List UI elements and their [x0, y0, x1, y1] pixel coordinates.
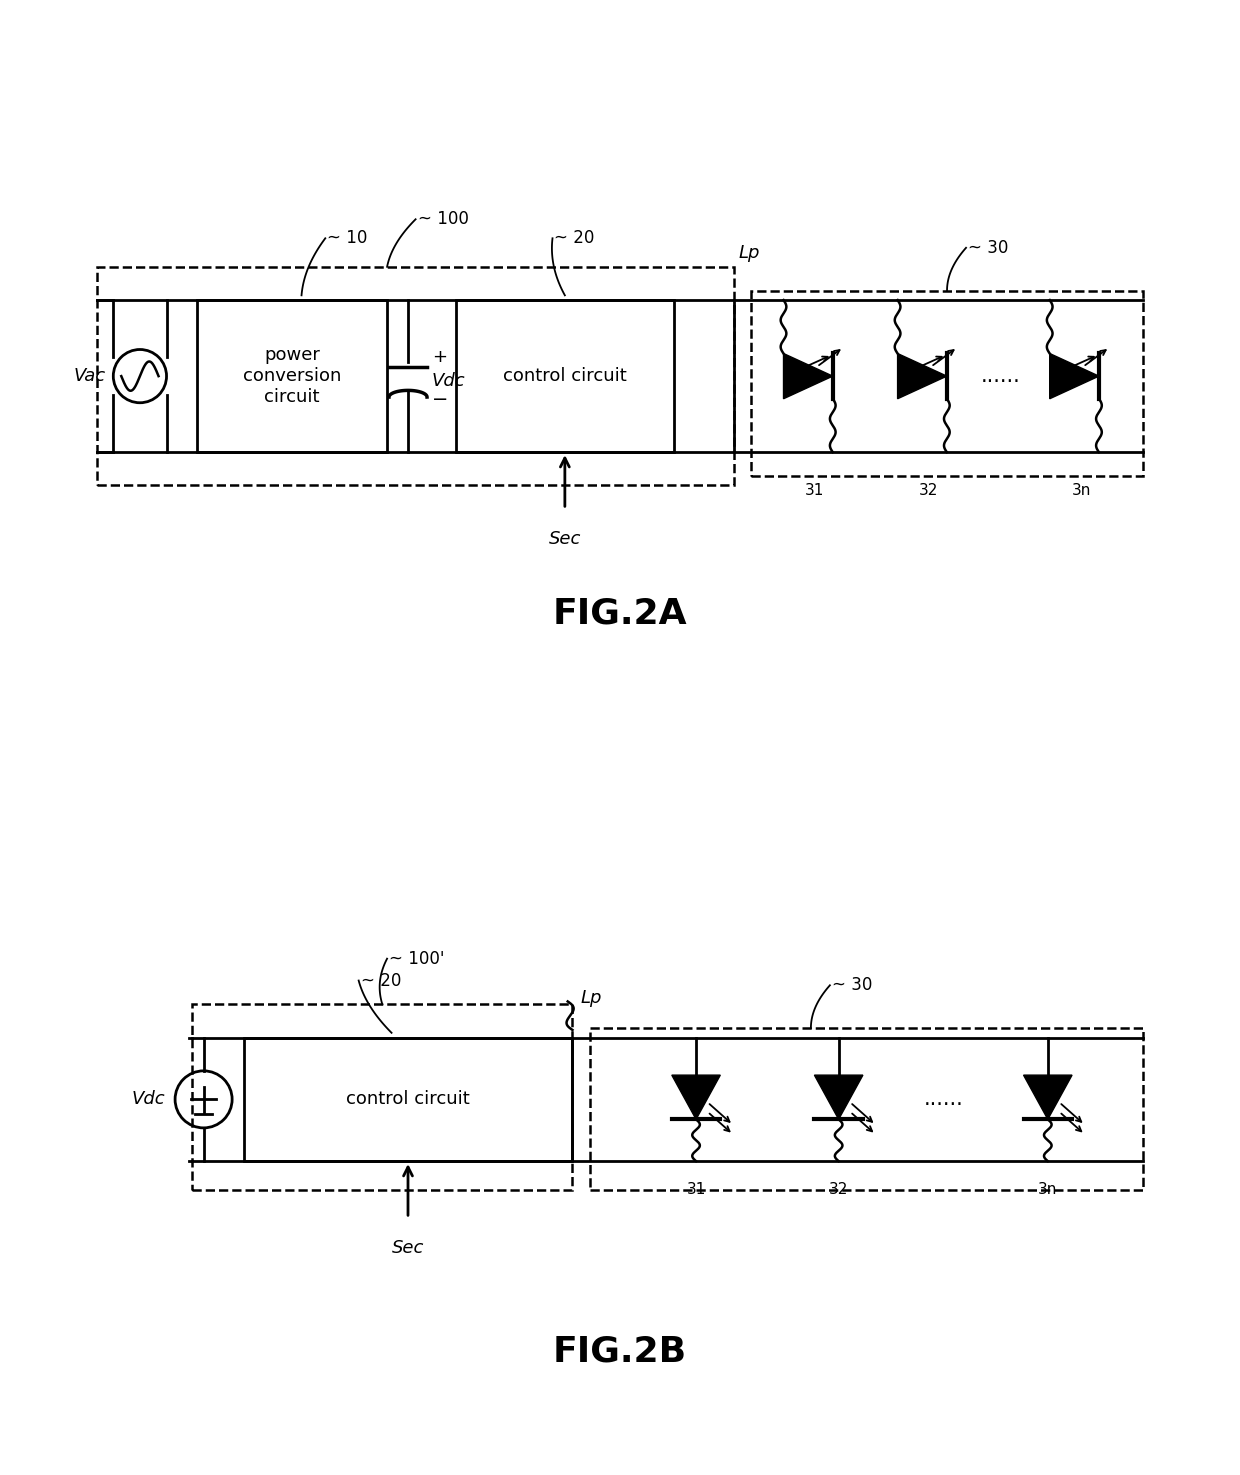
- Text: ~ 100': ~ 100': [389, 950, 444, 968]
- Text: ......: ......: [981, 366, 1021, 386]
- Polygon shape: [1023, 1075, 1073, 1120]
- Text: ......: ......: [924, 1090, 963, 1109]
- Text: Vdc: Vdc: [432, 372, 465, 389]
- Text: Vac: Vac: [73, 367, 105, 385]
- Text: Sec: Sec: [392, 1239, 424, 1257]
- Bar: [197, 299, 387, 453]
- Polygon shape: [1050, 354, 1099, 398]
- Text: Vdc: Vdc: [131, 1090, 166, 1108]
- Bar: [243, 1037, 573, 1161]
- Text: conversion: conversion: [243, 367, 341, 385]
- Text: 3n: 3n: [1038, 1181, 1058, 1198]
- Text: ~ 100: ~ 100: [418, 211, 469, 229]
- Text: ~ 20: ~ 20: [361, 972, 401, 990]
- Text: circuit: circuit: [264, 388, 320, 406]
- Text: Lp: Lp: [580, 988, 601, 1006]
- Bar: [589, 1028, 1143, 1190]
- Text: 3n: 3n: [1071, 482, 1091, 497]
- Polygon shape: [815, 1075, 863, 1120]
- Text: 32: 32: [919, 482, 939, 497]
- Text: 32: 32: [830, 1181, 848, 1198]
- Text: 31: 31: [805, 482, 825, 497]
- Text: Sec: Sec: [548, 530, 582, 549]
- Text: Lp: Lp: [739, 243, 760, 261]
- Text: −: −: [432, 391, 448, 410]
- Text: power: power: [264, 347, 320, 364]
- Bar: [97, 267, 734, 485]
- Text: FIG.2A: FIG.2A: [553, 597, 687, 631]
- Polygon shape: [898, 354, 947, 398]
- Bar: [751, 291, 1143, 476]
- Text: ~ 10: ~ 10: [327, 229, 367, 248]
- Text: ~ 20: ~ 20: [554, 229, 595, 248]
- Text: 31: 31: [687, 1181, 706, 1198]
- Polygon shape: [672, 1075, 720, 1120]
- Text: ~ 30: ~ 30: [832, 976, 872, 994]
- Polygon shape: [784, 354, 833, 398]
- Text: control circuit: control circuit: [346, 1090, 470, 1108]
- Bar: [455, 299, 675, 453]
- Text: FIG.2B: FIG.2B: [553, 1335, 687, 1369]
- Text: +: +: [432, 348, 446, 366]
- Bar: [192, 1004, 573, 1190]
- Text: control circuit: control circuit: [503, 367, 626, 385]
- Text: ~ 30: ~ 30: [968, 239, 1008, 257]
